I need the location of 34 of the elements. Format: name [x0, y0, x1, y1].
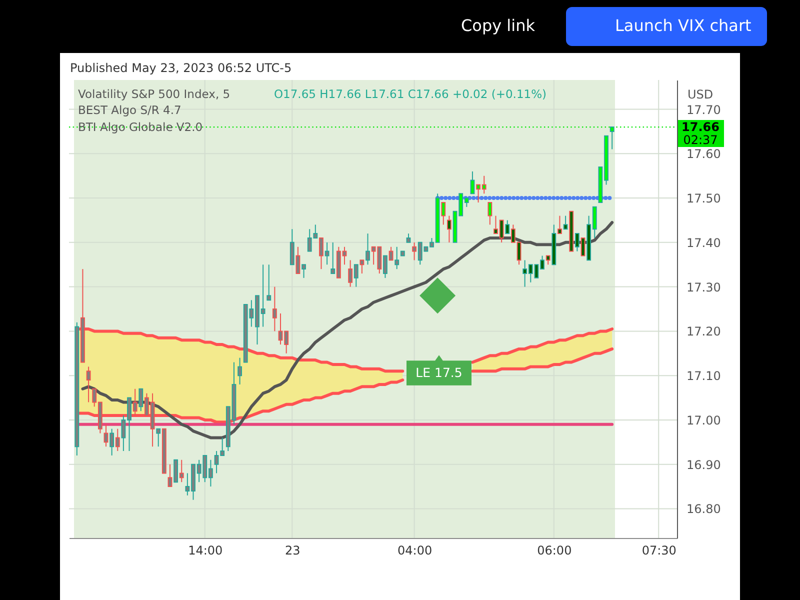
- x-tick-label: 07:30: [642, 544, 676, 558]
- y-tick-label: 16.90: [686, 458, 721, 472]
- x-tick-label: 14:00: [188, 544, 223, 558]
- text: O17.65 H17.66 L17.61 C17.66 +0.02 (+0.11%): [274, 87, 546, 101]
- candlestick: [488, 202, 492, 226]
- text: Published May 23, 2023 06:52 UTC-5: [70, 61, 292, 75]
- text: Copy link: [461, 16, 536, 35]
- annotation: LE 17.5: [416, 365, 462, 380]
- candlestick: [266, 264, 272, 301]
- annotation: BEST Algo S/R 4.7: [78, 103, 182, 117]
- y-tick-label: 17.50: [686, 192, 721, 206]
- text: Launch VIX chart: [615, 16, 752, 35]
- x-tick-label: 23: [285, 544, 300, 558]
- line-series: [81, 220, 614, 440]
- text: Volatility S&P 500 Index, 5: [78, 87, 230, 101]
- candlestick: [447, 215, 452, 243]
- x-tick-label: 06:00: [537, 544, 572, 558]
- text: 02:37: [683, 133, 718, 147]
- candlestick: [272, 286, 277, 332]
- y-tick-label: 17.30: [686, 280, 721, 294]
- y-tick-label: 17.40: [686, 236, 721, 250]
- y-tick-label: 17.20: [686, 324, 721, 339]
- ref-line-label: 17.66: [682, 120, 720, 134]
- x-tick-label: 04:00: [398, 544, 432, 558]
- y-tick-label: 17.70: [686, 102, 721, 117]
- y-axis-title: USD: [688, 88, 714, 102]
- y-tick-label: 17.60: [686, 147, 721, 162]
- candlestick: [238, 357, 242, 385]
- candlestick: [86, 366, 91, 403]
- y-tick-label: 17.10: [686, 369, 721, 384]
- candlestick: [610, 126, 614, 150]
- y-tick-label: 16.80: [686, 502, 721, 516]
- annotation: BTI Algo Globale V2.0: [78, 120, 203, 134]
- y-tick-label: 17.00: [686, 413, 721, 428]
